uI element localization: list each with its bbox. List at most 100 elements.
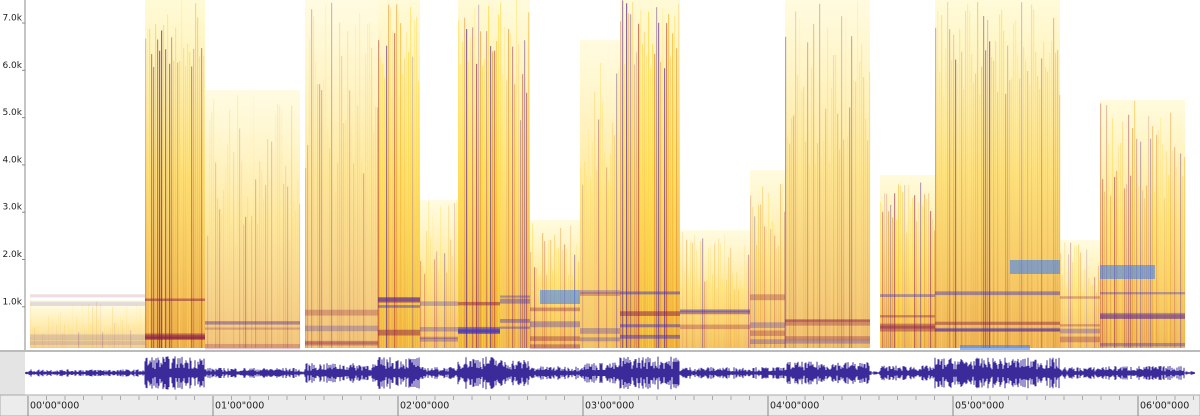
spectral-stripe bbox=[886, 193, 888, 348]
spectral-stripe bbox=[935, 27, 937, 348]
spectral-stripe bbox=[728, 257, 730, 348]
spectral-stripe bbox=[84, 327, 86, 348]
spectral-stripe bbox=[233, 152, 235, 348]
spectral-stripe bbox=[333, 185, 335, 348]
low-energy bbox=[785, 339, 870, 344]
spectral-stripe bbox=[586, 174, 588, 348]
spectral-stripe bbox=[506, 80, 508, 349]
timeline-bar[interactable] bbox=[0, 394, 1200, 416]
spectral-stripe bbox=[173, 60, 175, 348]
spectral-stripe bbox=[760, 204, 762, 348]
spectral-stripe bbox=[227, 144, 229, 348]
frequency-label: 6.0k bbox=[2, 61, 22, 71]
low-energy bbox=[305, 341, 378, 345]
low-energy bbox=[1100, 314, 1185, 319]
spectral-stripe bbox=[448, 205, 450, 348]
low-energy bbox=[580, 290, 620, 294]
spectral-stripe bbox=[882, 211, 884, 348]
spectral-stripe bbox=[734, 290, 736, 348]
spectral-stripe bbox=[928, 193, 930, 348]
spectral-stripe bbox=[474, 7, 476, 349]
spectral-stripe bbox=[1035, 51, 1037, 349]
spectral-stripe bbox=[1164, 198, 1166, 348]
low-energy bbox=[500, 326, 530, 329]
spectral-stripe bbox=[436, 251, 438, 348]
spectral-stripe bbox=[1051, 40, 1053, 348]
spectral-stripe bbox=[223, 190, 225, 348]
spectral-stripe bbox=[456, 200, 458, 348]
spectral-stripe bbox=[363, 173, 365, 348]
spectral-stripe bbox=[215, 162, 217, 348]
spectral-stripe bbox=[965, 10, 967, 349]
spectral-stripe bbox=[1160, 117, 1162, 348]
spectral-stripe bbox=[1023, 47, 1025, 348]
spectral-stripe bbox=[520, 120, 522, 349]
spectral-stripe bbox=[896, 219, 898, 348]
spectral-stripe bbox=[378, 40, 380, 348]
spectral-stripe bbox=[646, 55, 648, 348]
spectral-stripe bbox=[337, 162, 339, 348]
low-energy bbox=[935, 327, 1060, 332]
spectral-stripe bbox=[1112, 118, 1114, 348]
spectral-stripe bbox=[134, 326, 136, 348]
spectral-stripe bbox=[329, 148, 331, 348]
spectral-stripe bbox=[985, 50, 987, 348]
spectral-stripe bbox=[70, 328, 72, 348]
spectral-stripe bbox=[201, 48, 203, 349]
spectral-stripe bbox=[702, 238, 704, 348]
spectral-stripe bbox=[884, 193, 886, 348]
spectral-stripe bbox=[888, 211, 890, 348]
spectral-stripe bbox=[680, 245, 682, 348]
spectral-band bbox=[1060, 240, 1100, 348]
spectral-stripe bbox=[1170, 112, 1172, 349]
low-energy bbox=[420, 327, 458, 332]
spectral-stripe bbox=[1166, 151, 1168, 348]
spectral-stripe bbox=[1184, 156, 1186, 348]
low-energy bbox=[420, 337, 458, 342]
spectral-stripe bbox=[803, 86, 805, 348]
spectral-stripe bbox=[66, 334, 68, 348]
spectral-stripe bbox=[470, 37, 472, 348]
spectral-stripe bbox=[1064, 242, 1066, 348]
spectral-stripe bbox=[969, 11, 971, 349]
spectral-stripe bbox=[825, 108, 827, 348]
spectral-stripe bbox=[293, 201, 295, 348]
spectral-stripe bbox=[496, 41, 498, 348]
low-energy bbox=[680, 324, 750, 330]
spectral-stripe bbox=[147, 28, 149, 348]
spectral-stripe bbox=[582, 184, 584, 348]
spectral-stripe bbox=[309, 38, 311, 349]
spectral-stripe bbox=[592, 141, 594, 348]
spectral-stripe bbox=[787, 136, 789, 348]
spectral-stripe bbox=[462, 41, 464, 349]
spectral-stripe bbox=[390, 7, 392, 349]
spectral-stripe bbox=[616, 73, 618, 348]
spectral-stripe bbox=[979, 94, 981, 349]
spectral-stripe bbox=[704, 281, 706, 348]
spectral-stripe bbox=[221, 214, 223, 348]
spectral-stripe bbox=[845, 18, 847, 348]
spectral-stripe bbox=[598, 119, 600, 348]
spectral-stripe bbox=[1078, 244, 1080, 348]
spectral-stripe bbox=[526, 92, 528, 348]
spectral-stripe bbox=[396, 4, 398, 349]
low-energy bbox=[530, 321, 580, 328]
spectral-stripe bbox=[584, 161, 586, 348]
spectral-stripe bbox=[666, 23, 668, 349]
spectral-stripe bbox=[809, 165, 811, 348]
spectral-stripe bbox=[287, 186, 289, 348]
spectral-stripe bbox=[231, 224, 233, 348]
spectral-stripe bbox=[167, 14, 169, 349]
spectral-stripe bbox=[42, 333, 44, 348]
spectral-stripe bbox=[1084, 269, 1086, 348]
spectral-stripe bbox=[914, 195, 916, 348]
spectral-stripe bbox=[672, 33, 674, 348]
spectral-stripe bbox=[353, 163, 355, 348]
spectral-stripe bbox=[261, 170, 263, 348]
spectral-stripe bbox=[281, 108, 283, 348]
spectral-stripe bbox=[157, 39, 159, 348]
spectral-stripe bbox=[908, 184, 910, 348]
spectral-stripe bbox=[750, 195, 752, 348]
spectral-stripe bbox=[504, 26, 506, 348]
